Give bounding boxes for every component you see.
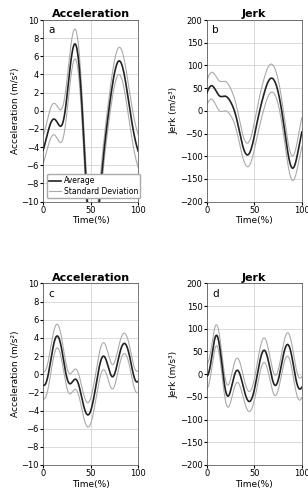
X-axis label: Time(%): Time(%) <box>72 480 110 488</box>
Text: d: d <box>213 289 219 299</box>
Legend: Average, Standard Deviation: Average, Standard Deviation <box>47 174 140 198</box>
Title: Jerk: Jerk <box>242 9 266 19</box>
Text: b: b <box>213 26 219 36</box>
Text: a: a <box>49 26 55 36</box>
Y-axis label: Acceleration (m/s²): Acceleration (m/s²) <box>11 331 20 418</box>
X-axis label: Time(%): Time(%) <box>235 480 273 488</box>
Y-axis label: Jerk (m/s³): Jerk (m/s³) <box>169 350 178 398</box>
Title: Acceleration: Acceleration <box>52 272 130 282</box>
X-axis label: Time(%): Time(%) <box>72 216 110 225</box>
Y-axis label: Jerk (m/s³): Jerk (m/s³) <box>169 88 178 134</box>
Y-axis label: Acceleration (m/s²): Acceleration (m/s²) <box>11 68 20 154</box>
Text: c: c <box>49 289 55 299</box>
Title: Jerk: Jerk <box>242 272 266 282</box>
Title: Acceleration: Acceleration <box>52 9 130 19</box>
X-axis label: Time(%): Time(%) <box>235 216 273 225</box>
